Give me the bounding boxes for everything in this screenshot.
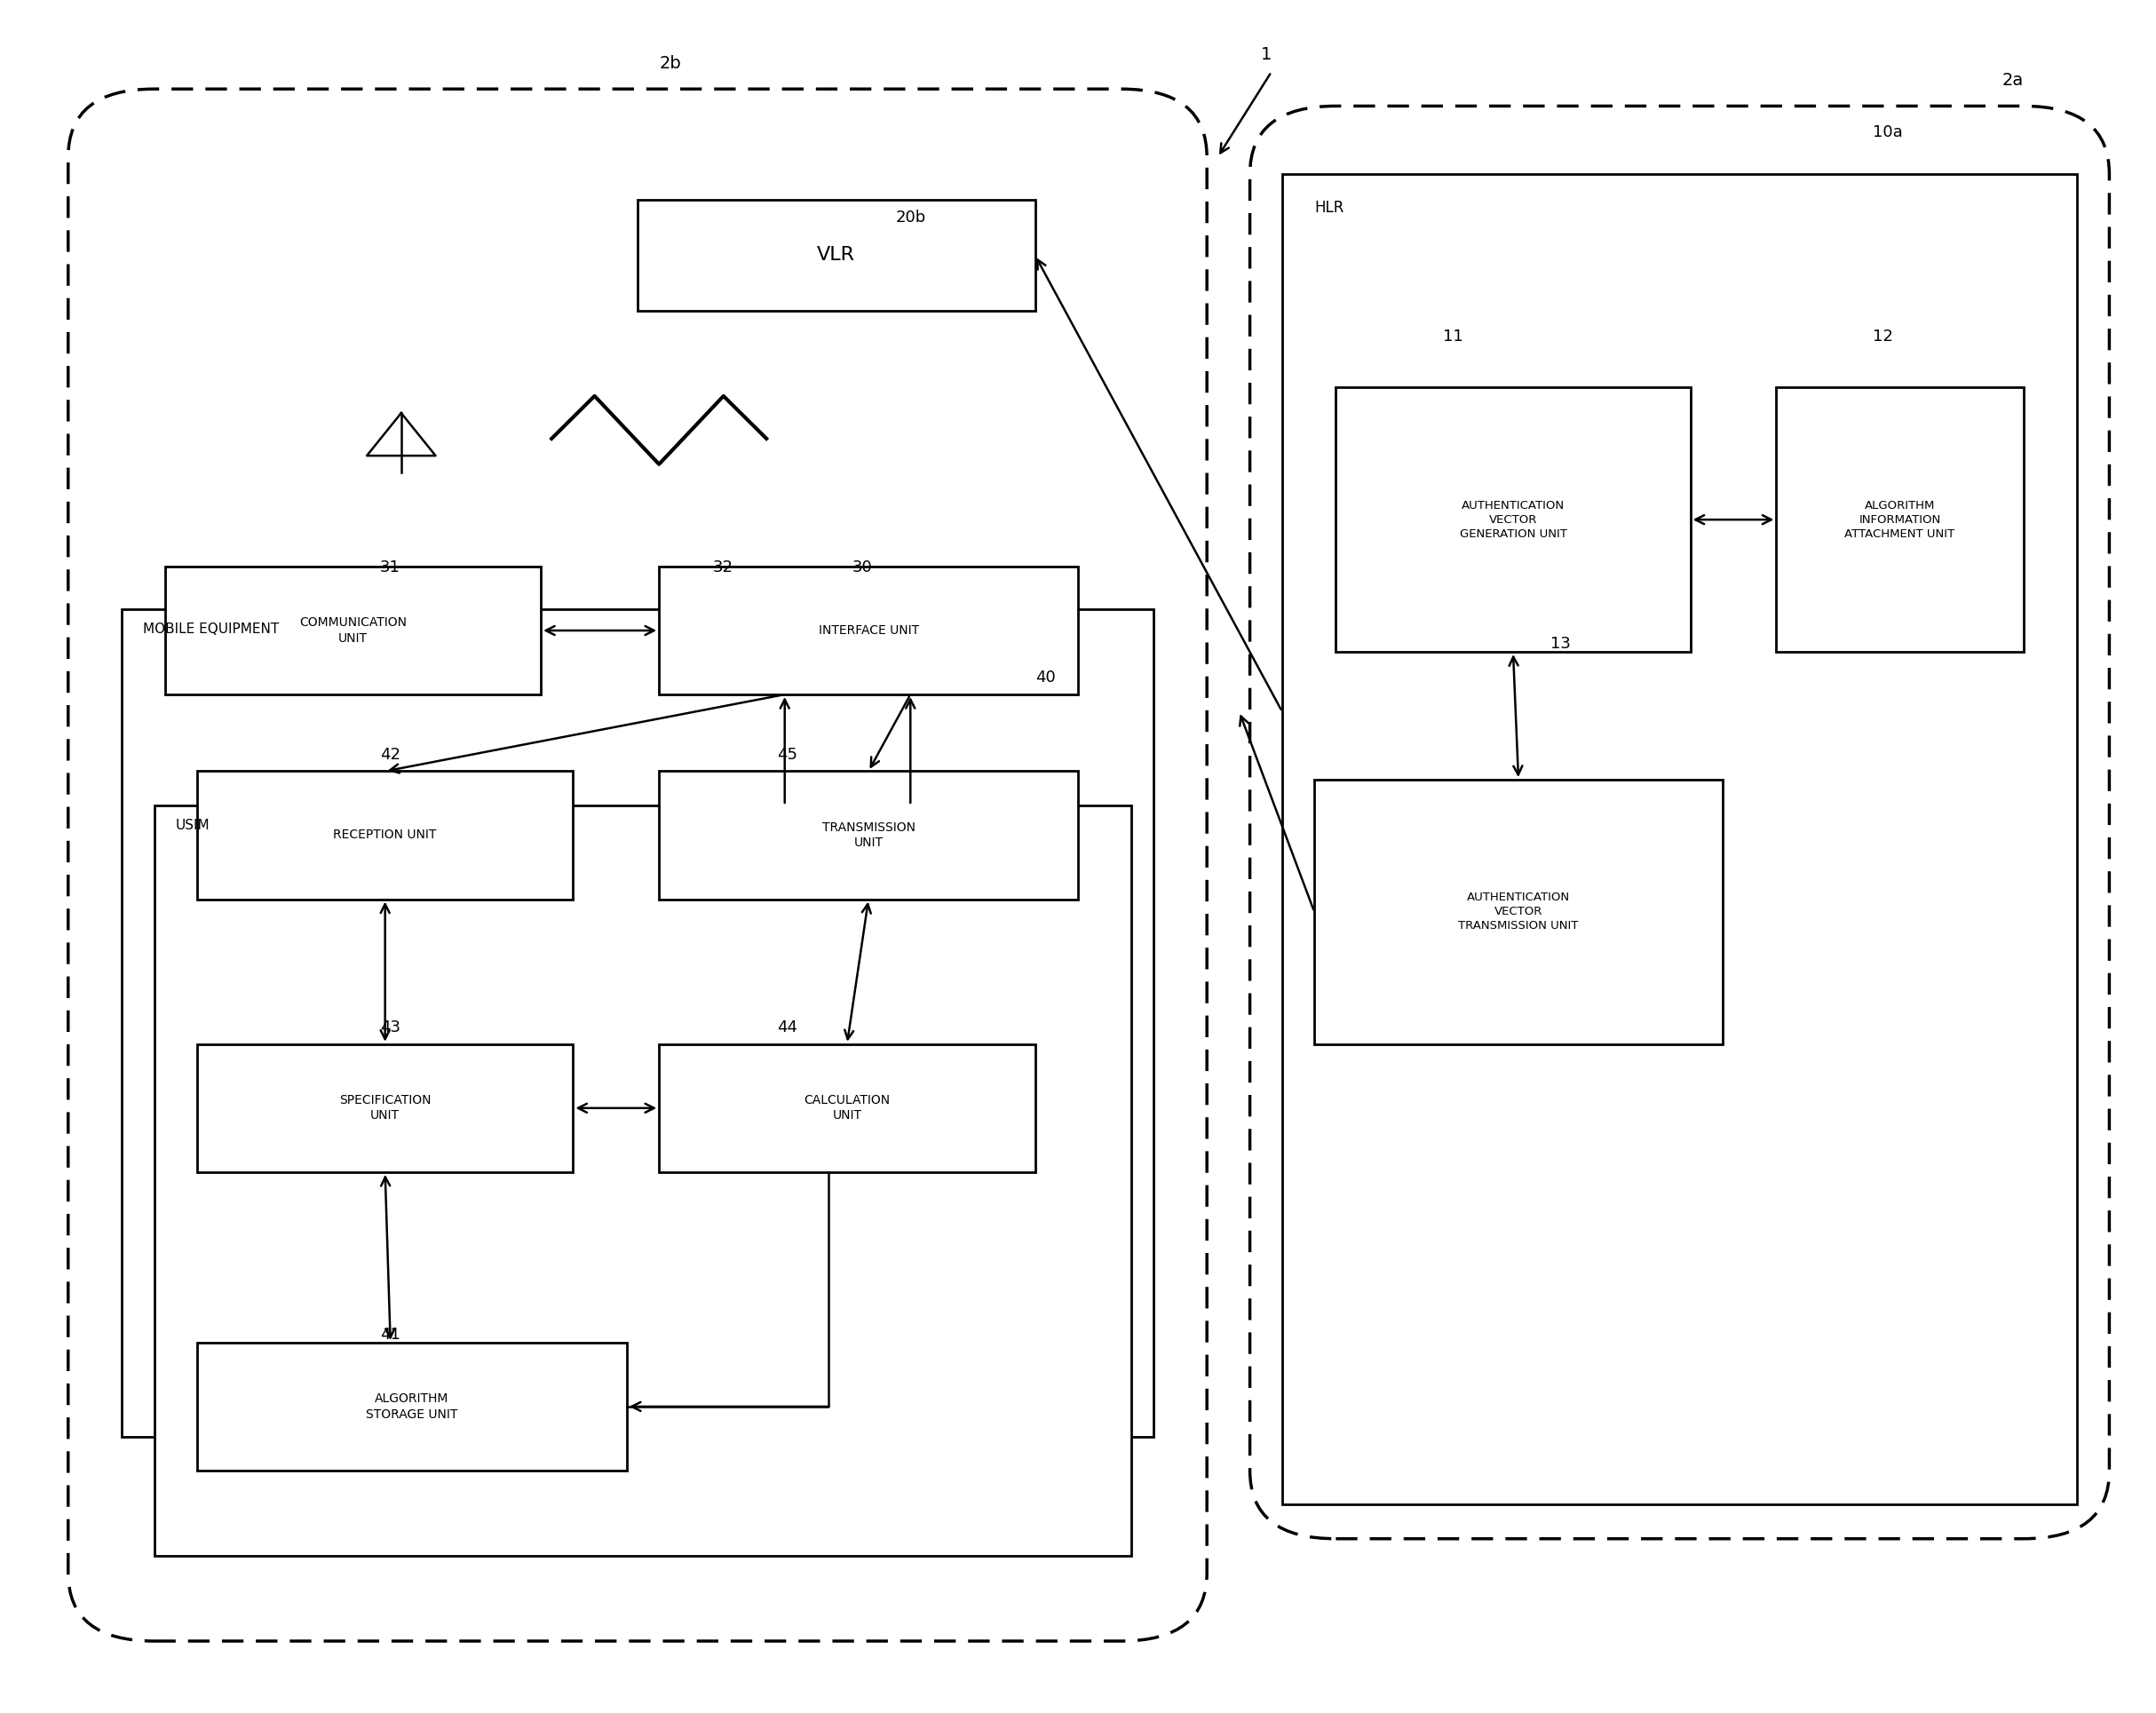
Text: 31: 31 <box>379 558 401 576</box>
FancyBboxPatch shape <box>1337 387 1690 653</box>
FancyBboxPatch shape <box>196 1343 627 1470</box>
Text: AUTHENTICATION
VECTOR
GENERATION UNIT: AUTHENTICATION VECTOR GENERATION UNIT <box>1460 500 1567 540</box>
Text: 2b: 2b <box>660 55 681 72</box>
FancyBboxPatch shape <box>660 1045 1035 1172</box>
FancyBboxPatch shape <box>1777 387 2022 653</box>
Text: ALGORITHM
INFORMATION
ATTACHMENT UNIT: ALGORITHM INFORMATION ATTACHMENT UNIT <box>1846 500 1955 540</box>
FancyBboxPatch shape <box>660 771 1078 899</box>
Text: 1: 1 <box>1261 46 1272 63</box>
FancyBboxPatch shape <box>196 771 573 899</box>
FancyBboxPatch shape <box>164 567 541 694</box>
Text: 41: 41 <box>379 1326 401 1343</box>
Text: CALCULATION
UNIT: CALCULATION UNIT <box>804 1095 890 1122</box>
Text: 20b: 20b <box>895 209 925 226</box>
Text: 42: 42 <box>379 747 401 762</box>
Text: 45: 45 <box>776 747 798 762</box>
Text: MOBILE EQUIPMENT: MOBILE EQUIPMENT <box>142 624 280 636</box>
Text: 32: 32 <box>714 558 733 576</box>
Text: 43: 43 <box>379 1019 401 1036</box>
Text: AUTHENTICATION
VECTOR
TRANSMISSION UNIT: AUTHENTICATION VECTOR TRANSMISSION UNIT <box>1457 892 1578 932</box>
Text: USIM: USIM <box>175 819 209 833</box>
FancyBboxPatch shape <box>638 200 1035 310</box>
Text: INTERFACE UNIT: INTERFACE UNIT <box>819 624 918 637</box>
Text: SPECIFICATION
UNIT: SPECIFICATION UNIT <box>338 1095 431 1122</box>
Text: 30: 30 <box>852 558 873 576</box>
Text: 13: 13 <box>1550 636 1572 653</box>
FancyBboxPatch shape <box>1283 175 2076 1504</box>
Text: ALGORITHM
STORAGE UNIT: ALGORITHM STORAGE UNIT <box>367 1393 457 1420</box>
Text: COMMUNICATION
UNIT: COMMUNICATION UNIT <box>300 617 407 644</box>
FancyBboxPatch shape <box>1315 779 1723 1045</box>
Text: 44: 44 <box>776 1019 798 1036</box>
FancyBboxPatch shape <box>196 1045 573 1172</box>
Text: 2a: 2a <box>2003 72 2024 89</box>
FancyBboxPatch shape <box>123 610 1153 1437</box>
FancyBboxPatch shape <box>153 805 1132 1555</box>
Text: TRANSMISSION
UNIT: TRANSMISSION UNIT <box>821 821 914 850</box>
Text: VLR: VLR <box>817 247 856 264</box>
Text: 12: 12 <box>1874 329 1893 344</box>
FancyBboxPatch shape <box>660 567 1078 694</box>
Text: 10a: 10a <box>1874 123 1904 140</box>
Text: RECEPTION UNIT: RECEPTION UNIT <box>334 829 438 841</box>
Text: HLR: HLR <box>1315 200 1343 216</box>
Text: 11: 11 <box>1442 329 1464 344</box>
Text: 40: 40 <box>1035 670 1054 685</box>
